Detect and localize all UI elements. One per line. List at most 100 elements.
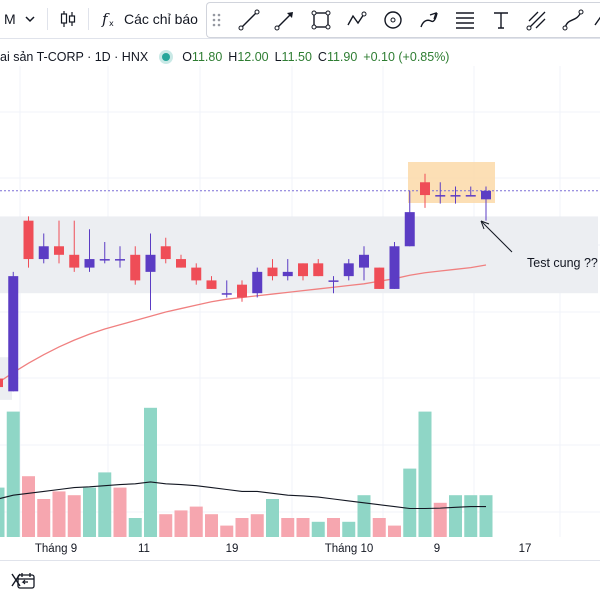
chart-type-button[interactable]	[58, 0, 78, 38]
candle[interactable]	[160, 237, 171, 264]
volume-bar	[159, 514, 173, 537]
x-tick-label: Tháng 10	[325, 543, 374, 555]
volume-bar	[220, 525, 234, 537]
volume-bar	[6, 411, 20, 537]
candle[interactable]	[176, 254, 186, 268]
candle-body	[435, 195, 446, 197]
volume-bar	[418, 411, 432, 537]
candle[interactable]	[328, 276, 339, 294]
candle[interactable]	[282, 259, 293, 281]
candle-body	[145, 254, 156, 272]
candle[interactable]	[38, 233, 49, 264]
candle[interactable]	[389, 242, 400, 289]
volume-bar	[250, 514, 264, 537]
trendline-icon[interactable]	[238, 9, 260, 31]
low-label: L	[274, 50, 282, 64]
candle-body	[343, 263, 354, 277]
brush-icon[interactable]	[418, 9, 440, 31]
price-chart[interactable]: Test cung ?? Tháng 9 11 19 Tháng 10 9 17	[0, 38, 600, 560]
candle[interactable]	[298, 263, 308, 281]
volume-bar	[128, 518, 142, 537]
candle[interactable]	[84, 229, 95, 272]
candle-body	[450, 195, 461, 197]
candle[interactable]	[481, 186, 491, 221]
chevron-down-icon	[25, 16, 35, 23]
candle[interactable]	[23, 216, 34, 268]
candle[interactable]	[69, 220, 80, 272]
interval-button[interactable]: M	[4, 0, 36, 38]
volume-bar	[403, 468, 417, 537]
candle[interactable]	[420, 173, 430, 208]
candle[interactable]	[130, 246, 141, 285]
volume-bar	[433, 502, 447, 537]
candle[interactable]	[343, 259, 354, 281]
supply-zone[interactable]	[0, 216, 598, 294]
candle[interactable]	[267, 259, 278, 281]
candle[interactable]	[465, 186, 476, 197]
candle-body	[267, 267, 278, 277]
candle[interactable]	[54, 220, 64, 264]
candle[interactable]	[237, 280, 247, 302]
candle-body	[115, 259, 125, 261]
candle-body	[221, 293, 232, 295]
circle-icon[interactable]	[382, 9, 404, 31]
drag-handle-icon[interactable]	[211, 9, 223, 31]
candle[interactable]	[435, 182, 446, 204]
candle-body	[0, 378, 3, 388]
candle-body	[404, 212, 415, 247]
pitchfork-icon[interactable]	[526, 9, 548, 31]
text-icon[interactable]	[490, 9, 512, 31]
volume-bar	[205, 514, 218, 537]
calendar-icon[interactable]	[16, 571, 36, 591]
volume-bar	[189, 506, 203, 537]
candle-body	[160, 246, 171, 260]
candle[interactable]	[191, 263, 202, 285]
annotation-arrow-head	[480, 220, 490, 230]
candle[interactable]	[115, 246, 125, 268]
candle[interactable]	[0, 374, 3, 395]
candle[interactable]	[145, 233, 156, 311]
candle[interactable]	[221, 280, 232, 298]
candle[interactable]	[450, 186, 461, 204]
volume-bar	[372, 518, 386, 537]
candle[interactable]	[99, 242, 110, 264]
candle[interactable]	[313, 259, 324, 277]
bottom-bar	[0, 560, 600, 601]
curve-icon[interactable]	[562, 9, 584, 31]
volume-bar	[296, 518, 310, 537]
volume-bar	[37, 499, 51, 537]
volume-bar	[388, 525, 401, 537]
volume-ma-layer	[0, 481, 486, 510]
annotation-arrow-line[interactable]	[480, 220, 513, 253]
volume-bar	[281, 518, 295, 537]
annotation-text[interactable]: Test cung ??	[527, 256, 598, 270]
path-icon[interactable]	[346, 9, 368, 31]
candle[interactable]	[359, 246, 369, 281]
fib-icon[interactable]	[454, 9, 476, 31]
candle[interactable]	[252, 267, 263, 298]
candle-body	[23, 220, 34, 260]
candle-body	[328, 280, 339, 282]
low-value: 11.50	[281, 50, 312, 64]
candle[interactable]	[8, 271, 19, 392]
projection-icon[interactable]	[592, 9, 600, 31]
ray-icon[interactable]	[274, 9, 296, 31]
rectangle-icon[interactable]	[310, 9, 332, 31]
volume-bar	[113, 487, 127, 537]
open-value: 11.80	[191, 50, 223, 64]
zones-layer	[0, 162, 600, 400]
candle[interactable]	[374, 267, 385, 289]
x-tick-label: 17	[519, 543, 532, 555]
svg-text:f: f	[101, 10, 110, 28]
candle-body	[481, 190, 491, 200]
candle-body	[282, 271, 293, 277]
candle[interactable]	[404, 190, 415, 247]
candle[interactable]	[206, 276, 217, 289]
candle-body	[374, 267, 385, 289]
candle-body	[359, 254, 369, 268]
close-label: C	[317, 50, 327, 64]
candle-body	[465, 195, 476, 197]
